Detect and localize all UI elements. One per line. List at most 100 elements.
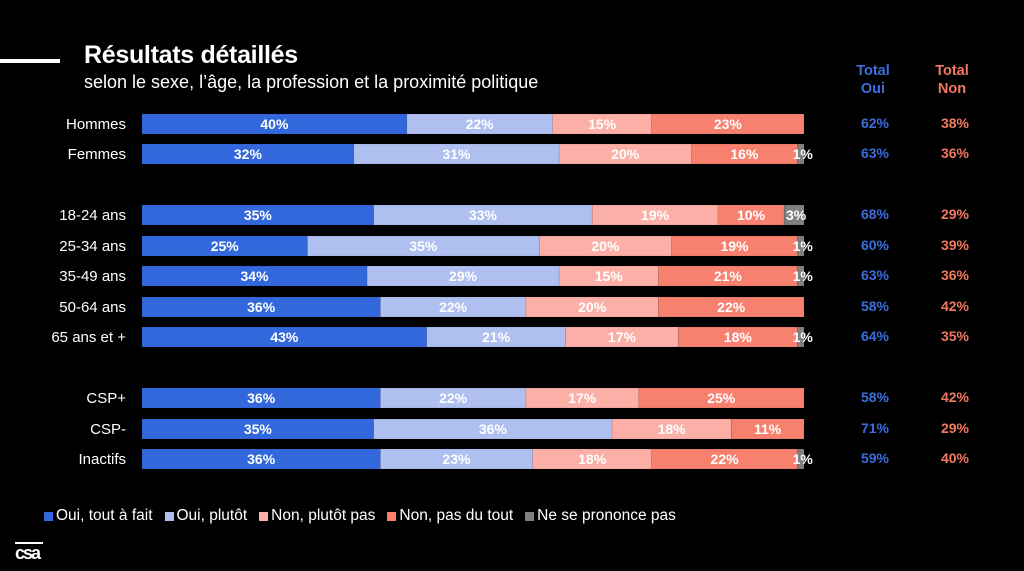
row-label: Hommes — [66, 116, 126, 133]
legend-item: Oui, plutôt — [164, 507, 248, 525]
total-oui-value: 58% — [861, 298, 890, 314]
total-oui-value: 64% — [861, 328, 890, 344]
data-label: 20% — [611, 146, 640, 162]
data-label: 20% — [591, 238, 620, 254]
row-label: 25-34 ans — [59, 238, 126, 255]
page-subtitle: selon le sexe, l’âge, la profession et l… — [84, 72, 539, 92]
total-non-value: 36% — [941, 267, 970, 283]
legend-item: Non, pas du tout — [387, 507, 513, 525]
total-oui-value: 62% — [861, 115, 890, 131]
bar-segment — [651, 113, 805, 135]
legend-item: Non, plutôt pas — [259, 507, 375, 525]
row-label: 50-64 ans — [59, 299, 126, 316]
data-label: 35% — [244, 207, 273, 223]
legend-label: Oui, plutôt — [176, 507, 248, 524]
row-label: 18-24 ans — [59, 207, 126, 224]
total-non-value: 35% — [941, 328, 970, 344]
total-non-value: 38% — [941, 115, 970, 131]
data-label: 18% — [658, 421, 687, 437]
data-label: 25% — [211, 238, 240, 254]
legend-label: Oui, tout à fait — [56, 507, 153, 524]
data-label: 40% — [260, 116, 289, 132]
data-label: 18% — [724, 329, 753, 345]
bar-row: 50-64 ans 36% 22% 20% 22% 58% 42% — [59, 296, 970, 318]
data-label: 36% — [247, 451, 276, 467]
total-non-value: 39% — [941, 237, 970, 253]
data-label: 20% — [578, 299, 607, 315]
data-label: 34% — [241, 268, 270, 284]
total-non-value: 42% — [941, 298, 970, 314]
bar-row: Hommes 40% 22% 15% 23% 62% 38% — [66, 113, 970, 135]
total-non-header: Total Non — [935, 63, 969, 97]
data-label: 22% — [466, 116, 495, 132]
bar-row: CSP- 35% 36% 18% 11% 71% 29% — [90, 418, 970, 440]
row-label: CSP- — [90, 421, 126, 438]
total-non-value: 29% — [941, 206, 970, 222]
bar-row: Femmes 32% 31% 20% 16% 1% 63% 36% — [68, 143, 970, 165]
bar-row: 35-49 ans 34% 29% 15% 21% 1% 63% 36% — [59, 265, 970, 287]
data-label: 19% — [641, 207, 670, 223]
data-label: 31% — [442, 146, 471, 162]
legend-label: Non, plutôt pas — [271, 507, 376, 524]
bar-row: 65 ans et + 43% 21% 17% 18% 1% 64% 35% — [51, 326, 970, 348]
data-label: 22% — [439, 299, 468, 315]
bar-segment — [783, 204, 805, 226]
data-label: 17% — [608, 329, 637, 345]
total-oui-value: 63% — [861, 267, 890, 283]
bar-row: 25-34 ans 25% 35% 20% 19% 1% 60% 39% — [59, 235, 970, 257]
bar-segment — [591, 204, 719, 226]
data-label: 21% — [482, 329, 511, 345]
logo-text: csa — [15, 543, 41, 563]
row-label: 35-49 ans — [59, 268, 126, 285]
bar-row: 18-24 ans 35% 33% 19% 10% 3% 68% 29% — [59, 204, 970, 226]
data-label: 1% — [793, 238, 814, 254]
data-label: 11% — [754, 421, 782, 437]
data-label: 19% — [720, 238, 749, 254]
legend-swatch — [44, 511, 53, 521]
bar-row: CSP+ 36% 22% 17% 25% 58% 42% — [86, 387, 970, 409]
total-oui-value: 59% — [861, 450, 890, 466]
legend-swatch — [259, 511, 269, 521]
data-label: 17% — [568, 390, 597, 406]
data-label: 32% — [234, 146, 263, 162]
bar-segment — [658, 296, 805, 318]
legend-item: Oui, tout à fait — [44, 507, 153, 525]
data-label: 1% — [793, 268, 814, 284]
data-label: 29% — [449, 268, 478, 284]
total-oui-value: 60% — [861, 237, 890, 253]
data-label: 18% — [578, 451, 607, 467]
legend-item: Ne se prononce pas — [525, 507, 676, 525]
legend-swatch — [525, 511, 535, 521]
data-label: 35% — [244, 421, 273, 437]
data-label: 1% — [793, 146, 814, 162]
legend-label: Ne se prononce pas — [537, 507, 676, 524]
data-label: 25% — [707, 390, 736, 406]
legend-label: Non, pas du tout — [399, 507, 514, 524]
data-label: 3% — [786, 207, 807, 223]
bar-segment — [797, 143, 805, 165]
total-oui-value: 71% — [861, 420, 890, 436]
bar-segment — [797, 265, 805, 287]
row-label: 65 ans et + — [51, 329, 126, 346]
total-non-value: 40% — [941, 450, 970, 466]
row-label: CSP+ — [86, 390, 126, 407]
data-label: 15% — [595, 268, 624, 284]
csa-logo: csa — [15, 542, 43, 566]
bar-segment — [558, 143, 692, 165]
total-oui-value: 63% — [861, 145, 890, 161]
data-label: 23% — [442, 451, 471, 467]
total-oui-header: Total Oui — [856, 63, 890, 97]
data-label: 43% — [270, 329, 299, 345]
page-title: Résultats détaillés — [84, 41, 298, 69]
data-label: 36% — [247, 390, 276, 406]
logo-overline — [15, 542, 43, 544]
total-non-value: 42% — [941, 389, 970, 405]
data-label: 22% — [439, 390, 468, 406]
bar-segment — [638, 387, 805, 409]
row-label: Inactifs — [78, 451, 126, 468]
data-label: 23% — [714, 116, 743, 132]
legend-swatch — [387, 511, 397, 521]
data-label: 35% — [409, 238, 438, 254]
total-oui-value: 58% — [861, 389, 890, 405]
